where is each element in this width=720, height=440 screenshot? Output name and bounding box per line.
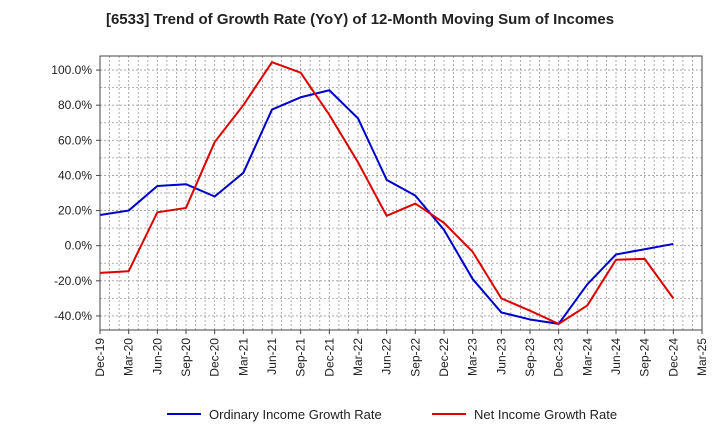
x-tick-label: Dec-23 — [552, 338, 566, 377]
x-tick-label: Mar-24 — [580, 338, 594, 376]
y-tick-label: 100.0% — [51, 63, 92, 77]
x-tick-label: Dec-19 — [93, 338, 107, 377]
series-lines — [99, 61, 675, 325]
x-tick-label: Dec-21 — [322, 338, 336, 377]
x-tick-label: Sep-21 — [294, 338, 308, 377]
y-tick-label: 0.0% — [65, 239, 93, 253]
legend: Ordinary Income Growth Rate Net Income Gr… — [167, 407, 617, 422]
x-tick-label: Mar-21 — [236, 338, 250, 376]
y-tick-label: 40.0% — [58, 168, 92, 182]
x-tick-label: Jun-22 — [380, 338, 394, 375]
x-tick-label: Dec-22 — [437, 338, 451, 377]
y-axis-ticks: 100.0% 80.0% 60.0% 40.0% 20.0% 0.0% -20.0% -40.… — [51, 63, 100, 323]
x-tick-label: Mar-25 — [695, 338, 709, 376]
chart-title: [6533] Trend of Growth Rate (YoY) of 12-… — [106, 11, 614, 28]
x-tick-label: Dec-24 — [666, 338, 680, 377]
x-tick-label: Mar-20 — [122, 338, 136, 376]
x-tick-label: Mar-23 — [466, 338, 480, 376]
x-tick-label: Sep-23 — [523, 338, 537, 377]
x-tick-label: Jun-20 — [150, 338, 164, 375]
x-axis-ticks: Dec-19 Mar-20 Jun-20 Sep-20 Dec-20 Mar-21 Jun-… — [93, 330, 709, 377]
y-tick-label: -40.0% — [54, 309, 92, 323]
y-tick-label: -20.0% — [54, 274, 92, 288]
series-line-net-income — [99, 61, 675, 325]
grid-lines — [100, 56, 702, 330]
y-tick-label: 20.0% — [58, 204, 92, 218]
x-tick-label: Sep-24 — [638, 338, 652, 377]
y-tick-label: 80.0% — [58, 98, 92, 112]
x-tick-label: Jun-24 — [609, 338, 623, 375]
x-tick-label: Mar-22 — [351, 338, 365, 376]
plot-area-frame — [99, 55, 703, 331]
x-tick-label: Jun-23 — [494, 338, 508, 375]
x-tick-label: Dec-20 — [208, 338, 222, 377]
legend-label: Net Income Growth Rate — [474, 407, 617, 422]
x-tick-label: Sep-20 — [179, 338, 193, 377]
x-tick-label: Sep-22 — [408, 338, 422, 377]
x-tick-label: Jun-21 — [265, 338, 279, 375]
y-tick-label: 60.0% — [58, 133, 92, 147]
legend-label: Ordinary Income Growth Rate — [209, 407, 382, 422]
